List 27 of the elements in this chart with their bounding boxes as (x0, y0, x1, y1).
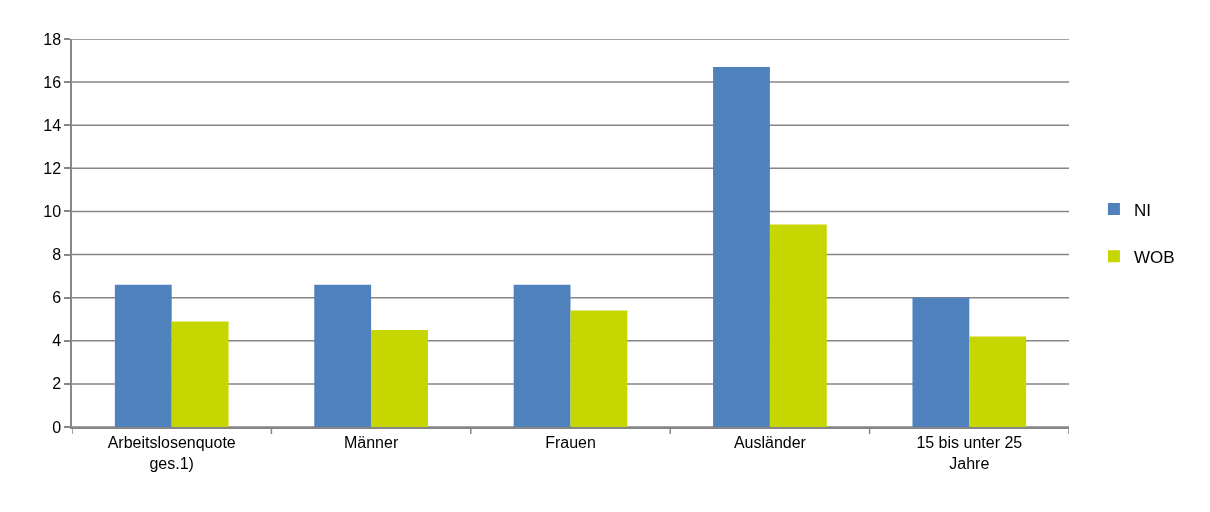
x-tick-label: Arbeitslosenquote ges.1) (107, 433, 236, 472)
y-tick-label: 6 (52, 289, 62, 307)
x-tick-label: 15 bis unter 25 Jahre (916, 433, 1023, 472)
bar (769, 224, 827, 427)
bar (570, 310, 628, 427)
bar (912, 297, 970, 427)
y-tick-label: 12 (43, 159, 62, 177)
y-tick-label: 0 (52, 418, 62, 436)
x-tick-label: Frauen (545, 433, 596, 451)
y-tick-label: 2 (52, 375, 62, 393)
bar (513, 284, 571, 427)
y-tick-label: 16 (43, 73, 62, 91)
y-tick-label: 8 (52, 246, 62, 264)
y-tick-label: 4 (52, 332, 62, 350)
legend-label: NI (1133, 200, 1151, 220)
y-tick-label: 14 (43, 116, 62, 134)
y-tick-label: 10 (43, 203, 62, 221)
x-tick-label: Ausländer (733, 433, 807, 451)
bar (371, 330, 428, 427)
bar (969, 336, 1027, 427)
x-tick-label: Männer (343, 433, 399, 451)
y-tick-label: 18 (43, 30, 62, 48)
legend-label: WOB (1133, 247, 1175, 267)
bar (171, 321, 229, 427)
bar (314, 284, 372, 427)
bar (114, 284, 172, 427)
bar (713, 67, 770, 427)
